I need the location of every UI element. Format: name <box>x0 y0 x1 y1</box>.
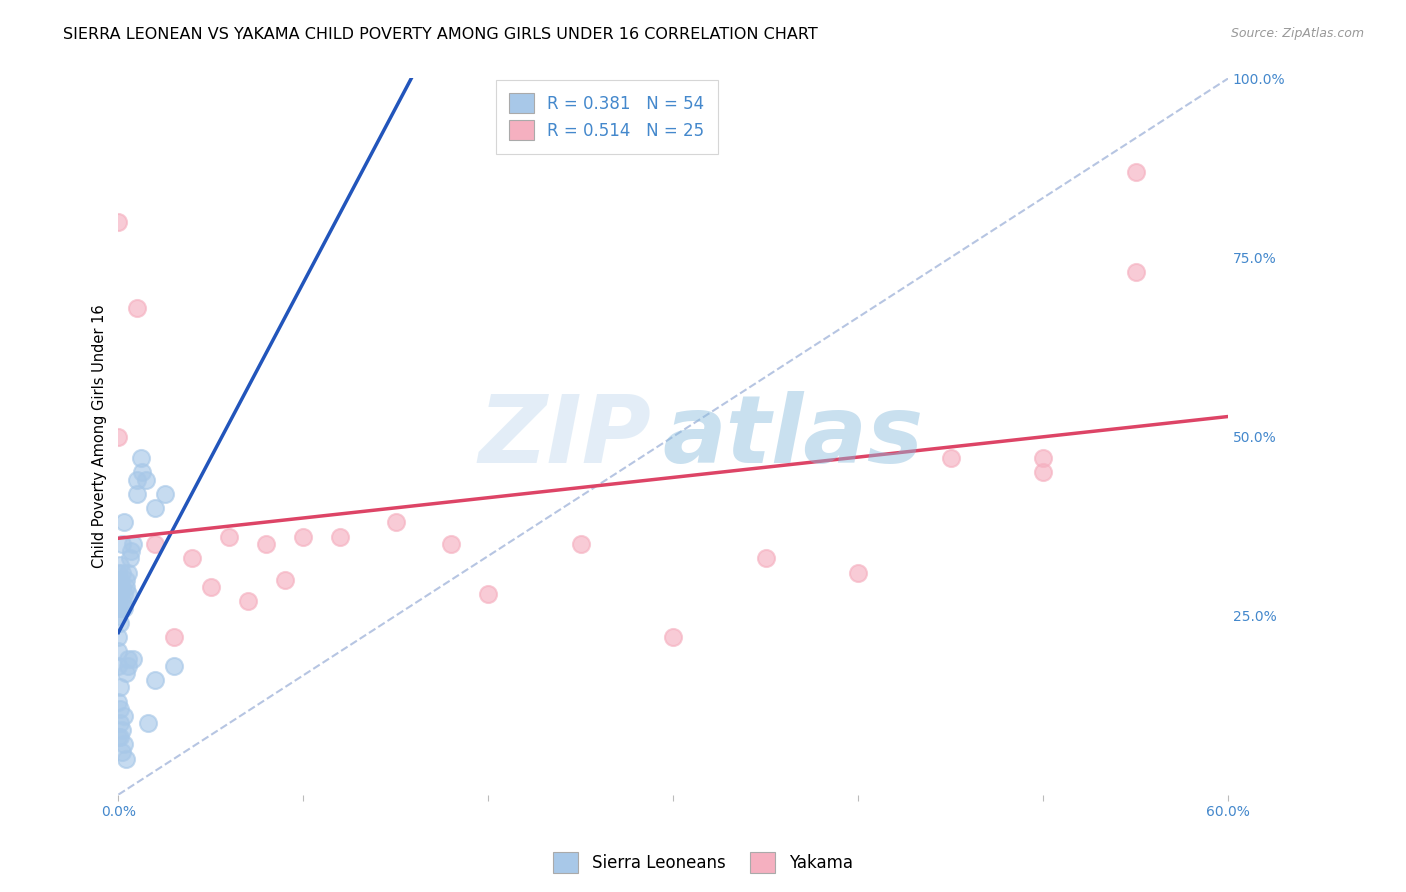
Point <box>107 608 129 623</box>
Point <box>125 473 148 487</box>
Point <box>153 487 176 501</box>
Point <box>111 566 134 580</box>
Point <box>112 708 135 723</box>
Point <box>111 580 134 594</box>
Point <box>115 580 138 594</box>
Point <box>122 651 145 665</box>
Point <box>120 544 142 558</box>
Point <box>662 630 685 644</box>
Point <box>477 587 499 601</box>
Point <box>111 723 134 738</box>
Point <box>112 587 135 601</box>
Point <box>107 580 129 594</box>
Point <box>440 537 463 551</box>
Point <box>107 694 129 708</box>
Point <box>254 537 277 551</box>
Text: SIERRA LEONEAN VS YAKAMA CHILD POVERTY AMONG GIRLS UNDER 16 CORRELATION CHART: SIERRA LEONEAN VS YAKAMA CHILD POVERTY A… <box>63 27 818 42</box>
Point <box>111 745 134 759</box>
Point <box>131 466 153 480</box>
Point <box>236 594 259 608</box>
Point <box>145 537 167 551</box>
Point <box>1032 466 1054 480</box>
Point <box>274 573 297 587</box>
Point <box>755 551 778 566</box>
Point <box>110 573 132 587</box>
Point <box>107 215 129 229</box>
Point <box>110 587 132 601</box>
Point <box>107 630 129 644</box>
Legend: Sierra Leoneans, Yakama: Sierra Leoneans, Yakama <box>547 846 859 880</box>
Point <box>1125 164 1147 178</box>
Point <box>145 673 167 687</box>
Point <box>115 752 138 766</box>
Point <box>107 594 129 608</box>
Point <box>1125 265 1147 279</box>
Point <box>292 530 315 544</box>
Text: ZIP: ZIP <box>478 391 651 483</box>
Point <box>145 501 167 516</box>
Point <box>110 731 132 745</box>
Point <box>107 573 129 587</box>
Point <box>136 716 159 731</box>
Point <box>110 601 132 615</box>
Point <box>125 487 148 501</box>
Point <box>135 473 157 487</box>
Point <box>569 537 592 551</box>
Text: Source: ZipAtlas.com: Source: ZipAtlas.com <box>1230 27 1364 40</box>
Point <box>115 573 138 587</box>
Point <box>107 587 129 601</box>
Point <box>107 644 129 658</box>
Point <box>218 530 240 544</box>
Point <box>118 551 141 566</box>
Point <box>110 615 132 630</box>
Point <box>125 301 148 315</box>
Point <box>107 731 129 745</box>
Point <box>181 551 204 566</box>
Point <box>1032 450 1054 465</box>
Point <box>110 701 132 715</box>
Point <box>385 516 408 530</box>
Point <box>200 580 222 594</box>
Point <box>107 601 129 615</box>
Text: atlas: atlas <box>662 391 924 483</box>
Point <box>112 601 135 615</box>
Point <box>939 450 962 465</box>
Legend: R = 0.381   N = 54, R = 0.514   N = 25: R = 0.381 N = 54, R = 0.514 N = 25 <box>495 79 717 153</box>
Point <box>129 450 152 465</box>
Point <box>329 530 352 544</box>
Point <box>117 587 139 601</box>
Point <box>122 537 145 551</box>
Point <box>163 630 186 644</box>
Point <box>846 566 869 580</box>
Point <box>163 658 186 673</box>
Point <box>112 516 135 530</box>
Point <box>115 665 138 680</box>
Point <box>110 716 132 731</box>
Point <box>107 429 129 443</box>
Y-axis label: Child Poverty Among Girls Under 16: Child Poverty Among Girls Under 16 <box>93 305 107 568</box>
Point <box>110 680 132 694</box>
Point <box>107 566 129 580</box>
Point <box>117 566 139 580</box>
Point <box>111 537 134 551</box>
Point <box>117 651 139 665</box>
Point <box>112 738 135 752</box>
Point <box>111 594 134 608</box>
Point <box>110 558 132 573</box>
Point <box>107 658 129 673</box>
Point <box>117 658 139 673</box>
